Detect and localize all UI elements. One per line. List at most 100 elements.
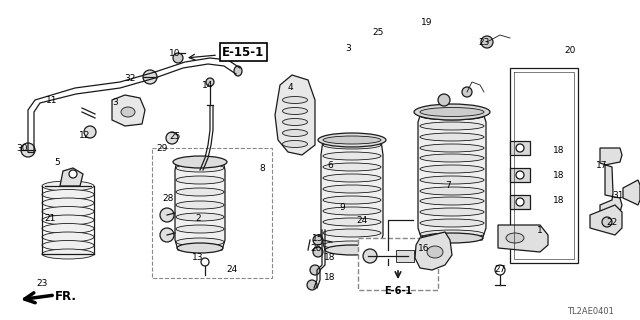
Ellipse shape [176, 225, 224, 233]
Ellipse shape [420, 187, 484, 195]
Ellipse shape [420, 154, 484, 162]
Polygon shape [275, 75, 315, 155]
Text: 24: 24 [356, 215, 367, 225]
Text: 16: 16 [419, 244, 429, 252]
Ellipse shape [414, 104, 490, 120]
Ellipse shape [173, 156, 227, 168]
Polygon shape [590, 205, 622, 235]
Ellipse shape [282, 97, 307, 103]
Ellipse shape [323, 241, 381, 249]
Ellipse shape [421, 233, 483, 243]
Circle shape [69, 170, 77, 178]
Text: 18: 18 [553, 146, 564, 155]
Ellipse shape [282, 118, 307, 125]
Circle shape [310, 265, 320, 275]
Text: 31: 31 [612, 190, 624, 199]
Ellipse shape [420, 133, 484, 141]
Ellipse shape [282, 108, 307, 115]
Ellipse shape [42, 249, 94, 259]
Text: 25: 25 [372, 28, 384, 36]
Text: E-15-1: E-15-1 [222, 45, 264, 59]
Ellipse shape [323, 141, 381, 149]
Circle shape [206, 78, 214, 86]
Text: 4: 4 [287, 83, 293, 92]
Circle shape [143, 70, 157, 84]
Ellipse shape [42, 198, 94, 208]
Ellipse shape [420, 108, 484, 116]
Bar [152, 148, 272, 278]
Text: 14: 14 [202, 81, 214, 90]
Text: 21: 21 [44, 213, 56, 222]
Text: 23: 23 [36, 278, 48, 287]
Text: 25: 25 [170, 132, 180, 140]
Ellipse shape [42, 223, 94, 234]
Ellipse shape [325, 245, 379, 255]
Ellipse shape [121, 107, 135, 117]
Ellipse shape [323, 152, 381, 160]
Circle shape [384, 251, 392, 259]
Text: 22: 22 [606, 218, 618, 227]
Circle shape [166, 132, 178, 144]
Circle shape [307, 280, 317, 290]
Ellipse shape [323, 207, 381, 215]
Polygon shape [418, 110, 486, 240]
Text: 9: 9 [339, 203, 345, 212]
Text: 10: 10 [169, 49, 180, 58]
Polygon shape [112, 95, 145, 126]
Circle shape [516, 171, 524, 179]
Polygon shape [60, 168, 83, 186]
Ellipse shape [42, 206, 94, 217]
Ellipse shape [234, 66, 242, 76]
Polygon shape [415, 232, 452, 270]
Circle shape [481, 36, 493, 48]
Ellipse shape [282, 130, 307, 137]
Text: 19: 19 [421, 18, 433, 27]
Circle shape [84, 126, 96, 138]
Ellipse shape [420, 165, 484, 173]
Text: 30: 30 [16, 143, 28, 153]
Text: 15: 15 [312, 234, 324, 243]
Text: 18: 18 [553, 171, 564, 180]
Text: 28: 28 [163, 194, 173, 203]
Circle shape [602, 217, 612, 227]
Text: 29: 29 [156, 143, 168, 153]
Ellipse shape [42, 241, 94, 251]
Ellipse shape [42, 181, 94, 191]
Polygon shape [510, 195, 530, 209]
Circle shape [363, 249, 377, 263]
Text: 6: 6 [327, 161, 333, 170]
Text: 24: 24 [227, 266, 237, 275]
Text: E-6-1: E-6-1 [384, 286, 412, 296]
Ellipse shape [420, 112, 484, 120]
Text: 5: 5 [54, 157, 60, 166]
Ellipse shape [323, 136, 381, 144]
Ellipse shape [42, 215, 94, 225]
Circle shape [438, 94, 450, 106]
Ellipse shape [323, 174, 381, 182]
Text: 26: 26 [310, 244, 322, 252]
Text: 2: 2 [195, 213, 201, 222]
Text: 11: 11 [46, 95, 58, 105]
Text: 8: 8 [259, 164, 265, 172]
Polygon shape [510, 168, 530, 182]
Text: 20: 20 [564, 45, 576, 54]
Circle shape [201, 258, 209, 266]
Circle shape [21, 143, 35, 157]
Circle shape [160, 228, 174, 242]
Ellipse shape [176, 213, 224, 221]
Ellipse shape [42, 189, 94, 199]
Ellipse shape [323, 185, 381, 193]
Polygon shape [498, 225, 548, 252]
Polygon shape [600, 148, 622, 212]
Polygon shape [510, 141, 530, 155]
Circle shape [516, 144, 524, 152]
Polygon shape [175, 160, 225, 250]
Ellipse shape [282, 140, 307, 148]
Ellipse shape [176, 176, 224, 184]
Text: 13: 13 [192, 252, 204, 261]
Polygon shape [321, 140, 383, 250]
Ellipse shape [323, 229, 381, 237]
Circle shape [495, 265, 505, 275]
Ellipse shape [176, 238, 224, 246]
Ellipse shape [420, 219, 484, 227]
